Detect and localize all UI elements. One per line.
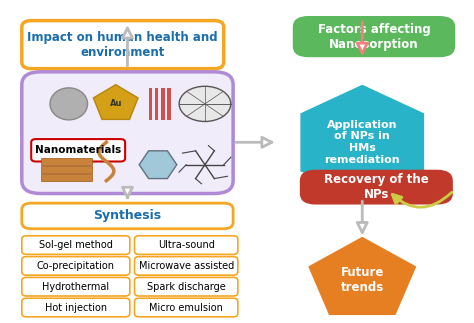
FancyBboxPatch shape — [135, 277, 238, 296]
FancyBboxPatch shape — [135, 236, 238, 255]
Polygon shape — [93, 85, 138, 120]
Text: Au: Au — [109, 99, 122, 108]
FancyBboxPatch shape — [22, 277, 130, 296]
Text: Co-precipitation: Co-precipitation — [37, 261, 115, 271]
Bar — [41, 166, 92, 173]
Text: Future
trends: Future trends — [341, 266, 384, 294]
Polygon shape — [310, 238, 414, 314]
Text: Nanomaterials: Nanomaterials — [35, 145, 121, 155]
Polygon shape — [139, 151, 177, 179]
Text: Hydrothermal: Hydrothermal — [42, 282, 109, 292]
Text: Impact on human health and
environment: Impact on human health and environment — [27, 31, 218, 58]
Text: Ultra-sound: Ultra-sound — [158, 240, 215, 250]
FancyBboxPatch shape — [135, 256, 238, 275]
Text: Spark discharge: Spark discharge — [147, 282, 226, 292]
FancyBboxPatch shape — [135, 298, 238, 317]
Text: Hot injection: Hot injection — [45, 303, 107, 313]
Text: Microwave assisted: Microwave assisted — [138, 261, 234, 271]
Text: Sol-gel method: Sol-gel method — [39, 240, 113, 250]
Ellipse shape — [50, 88, 88, 120]
FancyBboxPatch shape — [22, 72, 233, 193]
Bar — [148, 88, 152, 120]
Polygon shape — [302, 86, 423, 198]
Bar — [155, 88, 158, 120]
FancyBboxPatch shape — [22, 236, 130, 255]
Circle shape — [179, 86, 231, 121]
FancyBboxPatch shape — [22, 21, 224, 68]
Text: Application
of NPs in
HMs
remediation: Application of NPs in HMs remediation — [324, 120, 400, 165]
Text: Synthesis: Synthesis — [93, 209, 162, 223]
Text: Factors affecting
Nanosorption: Factors affecting Nanosorption — [318, 23, 430, 51]
FancyBboxPatch shape — [22, 256, 130, 275]
FancyBboxPatch shape — [301, 171, 451, 203]
Bar — [41, 158, 92, 165]
Text: Micro emulsion: Micro emulsion — [149, 303, 223, 313]
Text: Recovery of the
NPs: Recovery of the NPs — [324, 173, 428, 201]
Bar — [167, 88, 171, 120]
FancyBboxPatch shape — [294, 17, 454, 56]
Bar — [41, 174, 92, 181]
FancyBboxPatch shape — [31, 139, 125, 162]
FancyBboxPatch shape — [22, 298, 130, 317]
FancyBboxPatch shape — [22, 203, 233, 229]
Bar — [161, 88, 164, 120]
